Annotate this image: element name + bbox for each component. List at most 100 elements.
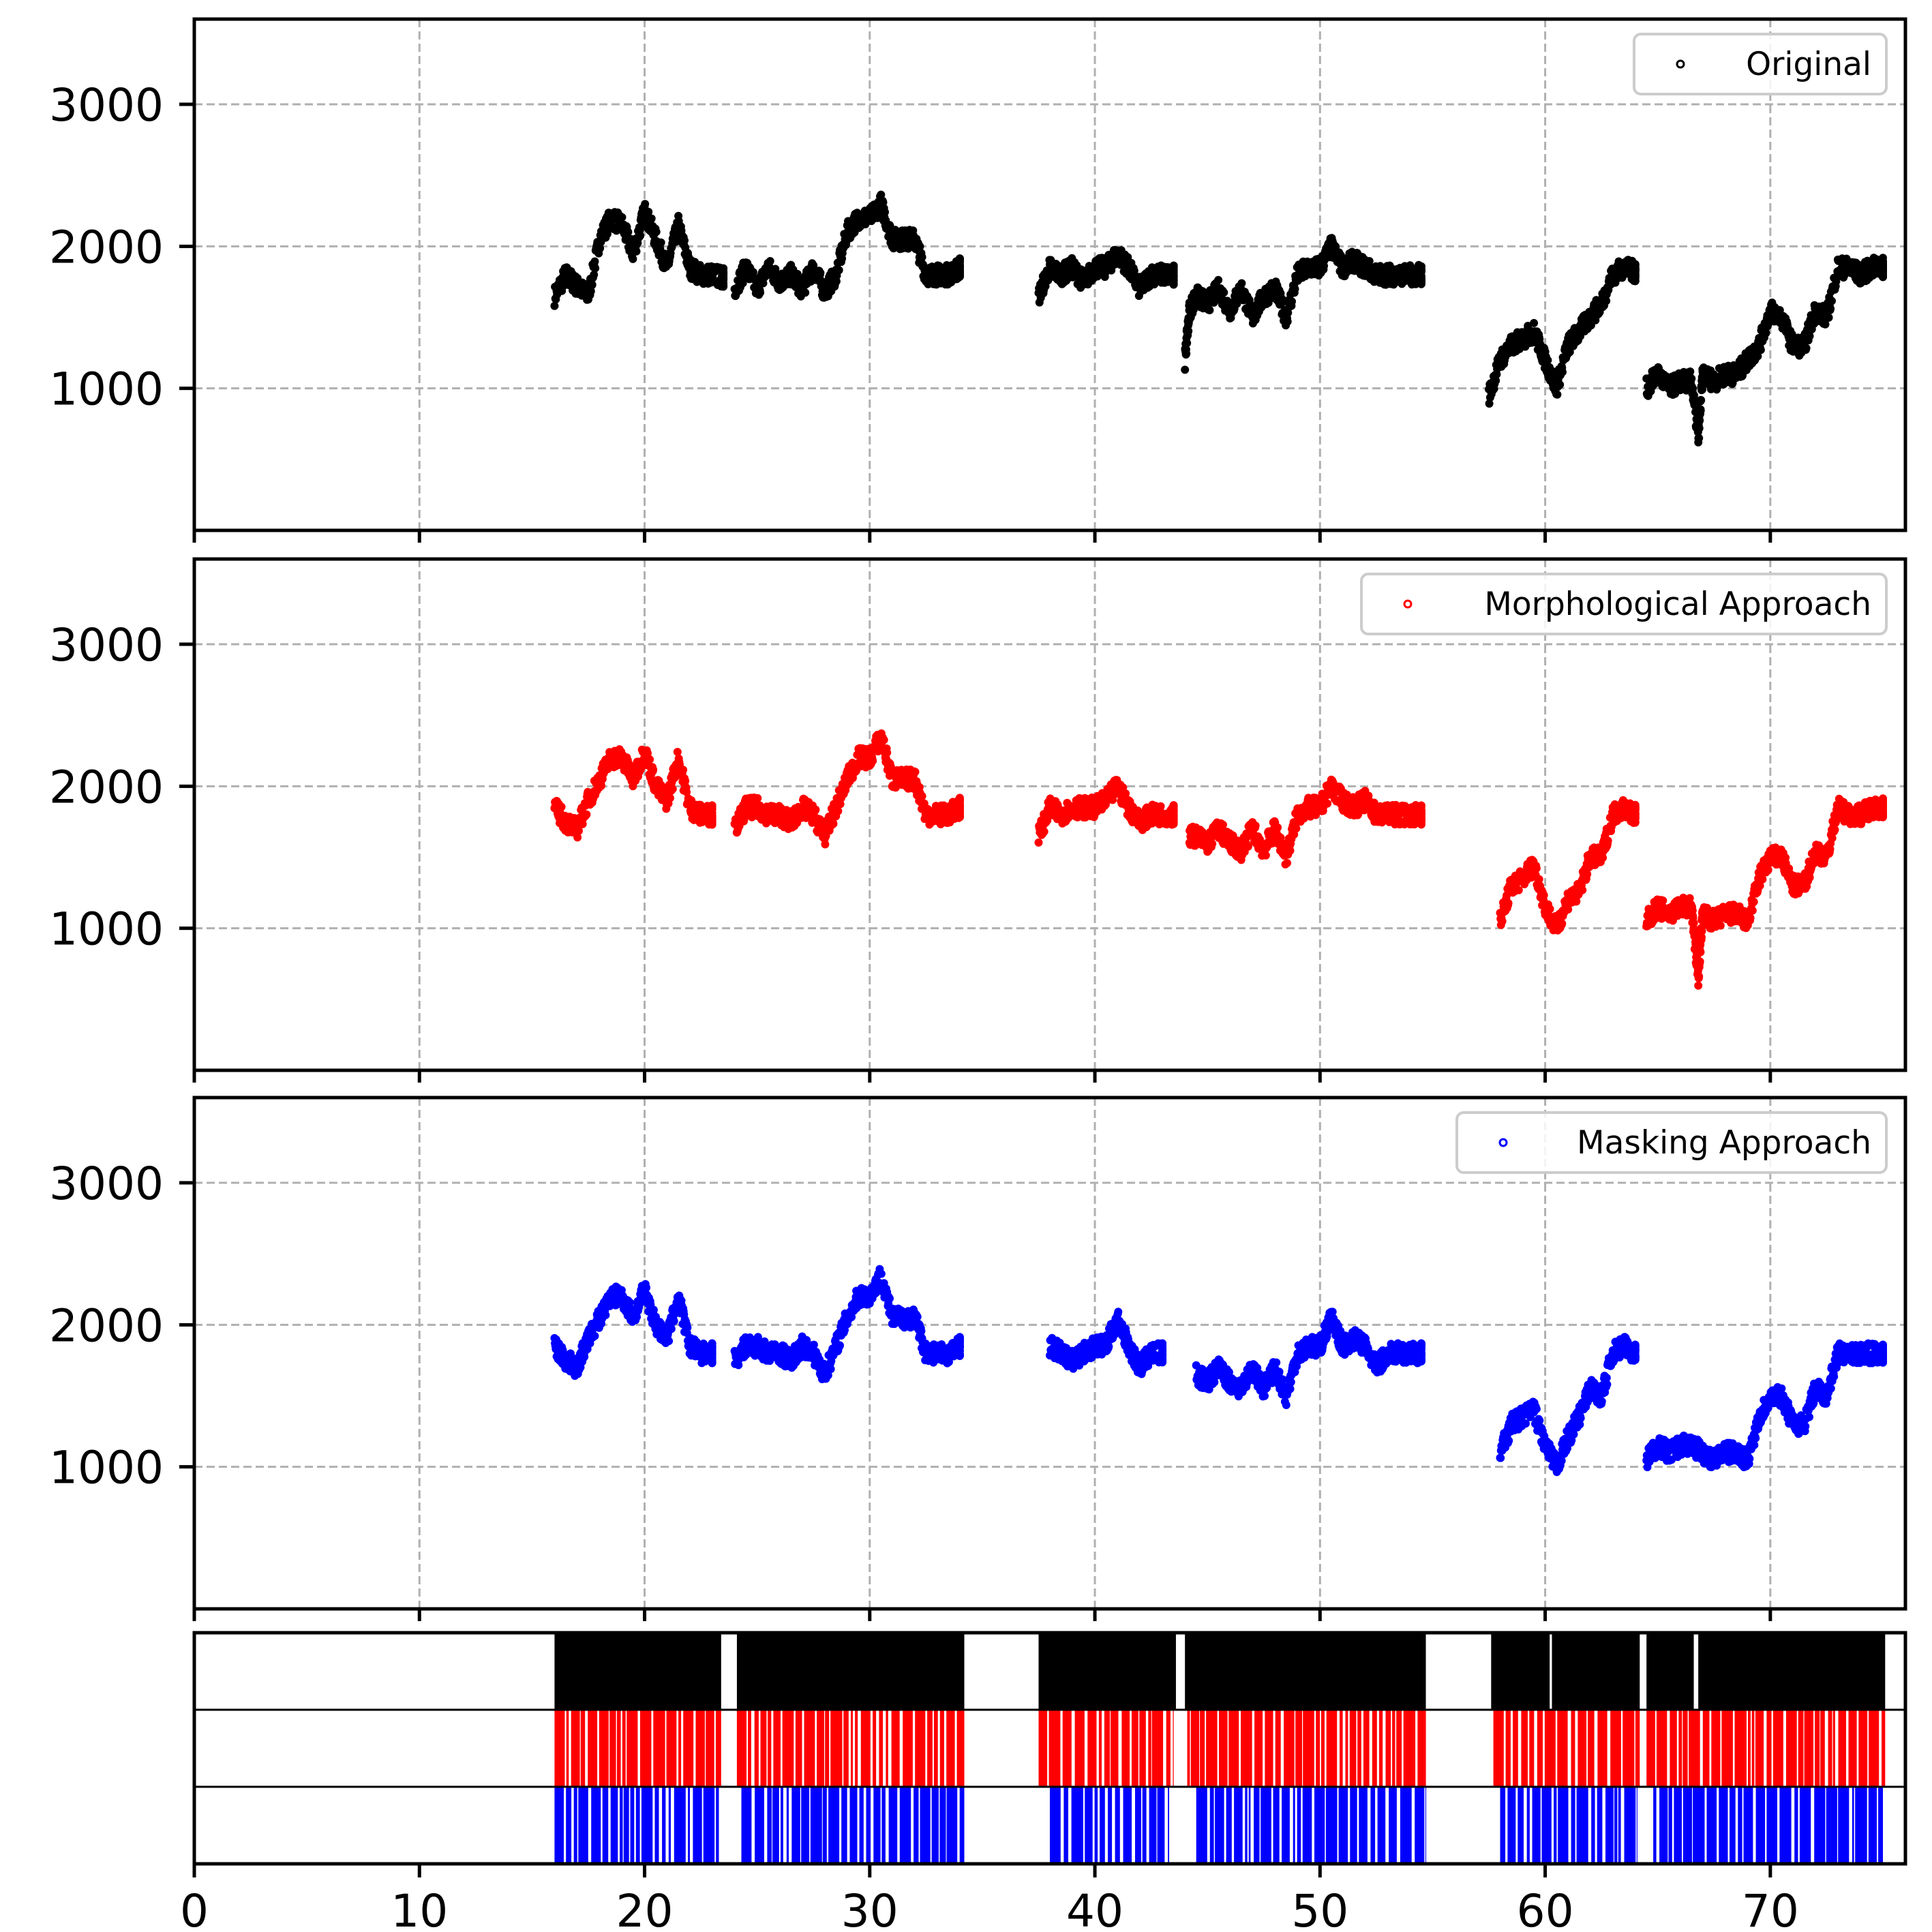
data-point — [1323, 799, 1332, 808]
data-point — [1034, 838, 1043, 847]
data-point — [588, 280, 597, 289]
data-point — [1543, 356, 1552, 365]
data-point — [883, 749, 892, 757]
data-point — [918, 253, 926, 262]
data-point — [1273, 823, 1282, 832]
data-point — [1286, 846, 1295, 855]
series-original — [550, 190, 1887, 447]
data-point — [1879, 265, 1887, 274]
data-point — [1603, 836, 1612, 845]
data-point — [641, 200, 650, 209]
data-point — [1183, 339, 1192, 348]
data-point — [590, 257, 599, 266]
data-point — [618, 213, 627, 222]
data-point — [1583, 870, 1592, 879]
data-point — [557, 802, 566, 811]
data-point — [1578, 886, 1587, 894]
y-tick-label: 2000 — [49, 221, 164, 273]
data-point — [673, 748, 682, 756]
data-point — [1417, 806, 1425, 815]
data-point — [1558, 367, 1567, 376]
data-point — [1599, 854, 1608, 862]
data-point — [1292, 824, 1301, 833]
data-point — [681, 776, 690, 785]
data-point — [629, 254, 637, 263]
data-point — [1558, 919, 1567, 928]
data-point — [879, 736, 888, 744]
data-point — [1805, 332, 1814, 340]
data-point — [1237, 279, 1246, 288]
data-point — [632, 247, 641, 256]
series-morphological-approach — [550, 729, 1887, 990]
data-point — [881, 208, 889, 217]
data-point — [1214, 275, 1223, 284]
data-point — [1208, 839, 1217, 848]
data-point — [582, 810, 591, 819]
data-point — [955, 272, 964, 281]
data-point — [1290, 285, 1299, 293]
data-point — [1553, 390, 1562, 399]
data-point — [1182, 349, 1191, 358]
data-point — [624, 228, 633, 237]
data-point — [1762, 329, 1770, 337]
data-point — [1697, 396, 1706, 405]
data-point — [646, 755, 654, 764]
data-point — [666, 794, 674, 802]
data-point — [1169, 275, 1178, 284]
data-point — [597, 781, 605, 790]
data-point — [911, 768, 920, 776]
data-point — [656, 238, 665, 247]
data-point — [652, 228, 661, 237]
data-point — [1826, 304, 1835, 313]
data-point — [955, 258, 964, 267]
data-point — [1169, 803, 1178, 812]
data-point — [1687, 374, 1696, 383]
data-point — [1686, 367, 1695, 376]
data-point — [916, 242, 924, 251]
data-point — [1695, 416, 1704, 425]
data-point — [955, 806, 964, 815]
data-point — [801, 288, 810, 297]
data-point — [1756, 346, 1765, 354]
data-point — [1828, 297, 1836, 305]
data-point — [1695, 434, 1704, 442]
data-point — [1532, 864, 1541, 873]
data-point — [591, 264, 600, 273]
y-tick-label: 1000 — [49, 363, 164, 416]
data-point — [1219, 820, 1227, 829]
data-point — [1283, 859, 1291, 867]
data-point — [644, 207, 653, 216]
data-point — [1220, 288, 1228, 297]
data-point — [869, 757, 877, 766]
data-point — [1261, 851, 1270, 860]
data-point — [753, 794, 762, 802]
data-point — [766, 257, 774, 265]
data-point — [719, 275, 728, 284]
data-point — [1181, 365, 1190, 374]
data-point — [1040, 827, 1048, 836]
data-point — [649, 766, 658, 774]
data-point — [1417, 265, 1425, 274]
data-point — [834, 806, 843, 815]
data-point — [1169, 817, 1178, 826]
data-point — [1879, 256, 1887, 265]
data-point — [1802, 344, 1811, 352]
data-point — [918, 791, 926, 800]
data-point — [1288, 297, 1296, 306]
data-point — [816, 269, 825, 277]
data-point — [636, 231, 645, 240]
data-point — [708, 803, 716, 811]
data-point — [1417, 277, 1425, 286]
data-point — [821, 840, 830, 849]
data-point — [1514, 886, 1523, 894]
data-point — [1545, 905, 1554, 914]
y-tick-label: 3000 — [49, 79, 164, 132]
data-point — [834, 266, 843, 275]
data-point — [1169, 267, 1178, 275]
data-point — [680, 236, 689, 245]
data-point — [1205, 306, 1214, 314]
data-point — [1879, 273, 1887, 282]
